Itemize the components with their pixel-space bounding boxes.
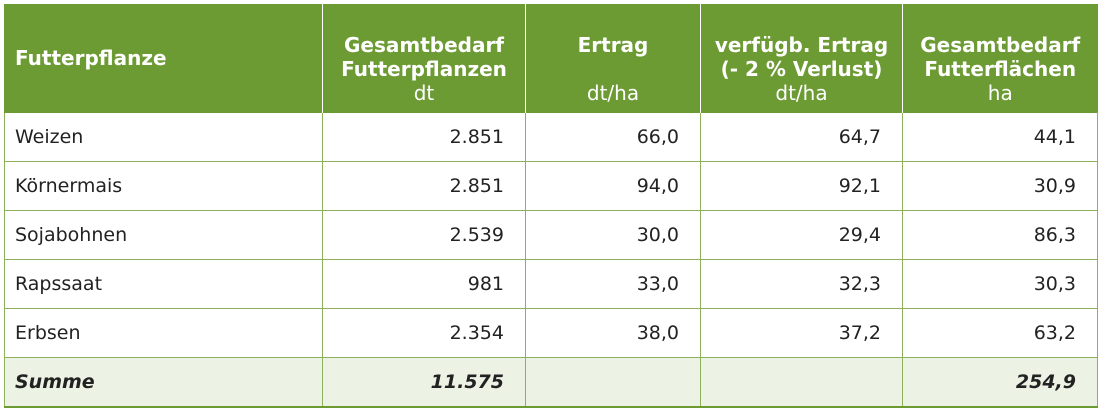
cell-gesamtbedarf: 2.539: [322, 210, 526, 260]
header-ertrag-title: Ertrag: [577, 33, 649, 57]
header-ertrag: Ertrag dt/ha: [525, 4, 701, 113]
cell-verfuegb-ertrag: 92,1: [700, 161, 903, 211]
table-body: Weizen 2.851 66,0 64,7 44,1 Körnermais 2…: [4, 112, 1098, 408]
cell-ertrag: 33,0: [525, 259, 701, 309]
cell-verfuegb-ertrag: 32,3: [700, 259, 903, 309]
cell-verfuegb-ertrag: 64,7: [700, 112, 903, 162]
cell-ertrag: 30,0: [525, 210, 701, 260]
header-gesamtbedarf-futterflaechen-title: Gesamtbedarf Futterflächen: [920, 33, 1081, 81]
cell-futterflaeche: 44,1: [902, 112, 1098, 162]
cell-gesamtbedarf: 981: [322, 259, 526, 309]
cell-futterpflanze: Weizen: [4, 112, 323, 162]
header-gesamtbedarf-futterflaechen: Gesamtbedarf Futterflächen ha: [902, 4, 1098, 113]
summary-row: Summe 11.575 254,9: [4, 357, 1098, 408]
cell-futterflaeche: 30,3: [902, 259, 1098, 309]
header-gesamtbedarf-futterpflanzen-title: Gesamtbedarf Futterpflanzen: [341, 33, 507, 81]
cell-verfuegb-ertrag: 37,2: [700, 308, 903, 358]
header-verfuegb-ertrag-unit: dt/ha: [775, 81, 828, 105]
cell-ertrag: 38,0: [525, 308, 701, 358]
summary-verfuegb-ertrag: [700, 357, 903, 408]
cell-futterpflanze: Erbsen: [4, 308, 323, 358]
table-row: Weizen 2.851 66,0 64,7 44,1: [4, 112, 1098, 162]
cell-verfuegb-ertrag: 29,4: [700, 210, 903, 260]
header-futterpflanze: Futterpflanze: [4, 4, 323, 113]
cell-futterpflanze: Sojabohnen: [4, 210, 323, 260]
header-gesamtbedarf-futterpflanzen: Gesamtbedarf Futterpflanzen dt: [322, 4, 526, 113]
table-header: Futterpflanze Gesamtbedarf Futterpflanze…: [4, 4, 1098, 113]
table-row: Sojabohnen 2.539 30,0 29,4 86,3: [4, 210, 1098, 260]
cell-futterflaeche: 86,3: [902, 210, 1098, 260]
summary-gesamtbedarf: 11.575: [322, 357, 526, 408]
cell-gesamtbedarf: 2.851: [322, 112, 526, 162]
cell-futterflaeche: 63,2: [902, 308, 1098, 358]
header-row: Futterpflanze Gesamtbedarf Futterpflanze…: [4, 4, 1098, 113]
header-gesamtbedarf-futterpflanzen-unit: dt: [413, 81, 435, 105]
header-ertrag-unit: dt/ha: [586, 81, 640, 105]
cell-ertrag: 94,0: [525, 161, 701, 211]
summary-futterflaeche: 254,9: [902, 357, 1098, 408]
header-gesamtbedarf-futterflaechen-unit: ha: [987, 81, 1013, 105]
table-row: Erbsen 2.354 38,0 37,2 63,2: [4, 308, 1098, 358]
header-verfuegb-ertrag: verfügb. Ertrag (- 2 % Verlust) dt/ha: [700, 4, 903, 113]
summary-label: Summe: [4, 357, 323, 408]
cell-futterflaeche: 30,9: [902, 161, 1098, 211]
cell-gesamtbedarf: 2.354: [322, 308, 526, 358]
summary-ertrag: [525, 357, 701, 408]
header-verfuegb-ertrag-title: verfügb. Ertrag (- 2 % Verlust): [714, 33, 889, 81]
cell-gesamtbedarf: 2.851: [322, 161, 526, 211]
table-row: Rapssaat 981 33,0 32,3 30,3: [4, 259, 1098, 309]
cell-ertrag: 66,0: [525, 112, 701, 162]
header-ertrag-spacer: [538, 57, 688, 81]
cell-futterpflanze: Körnermais: [4, 161, 323, 211]
futterflaechen-table: Futterpflanze Gesamtbedarf Futterpflanze…: [4, 4, 1098, 408]
header-futterpflanze-label: Futterpflanze: [15, 46, 167, 70]
cell-futterpflanze: Rapssaat: [4, 259, 323, 309]
table-row: Körnermais 2.851 94,0 92,1 30,9: [4, 161, 1098, 211]
